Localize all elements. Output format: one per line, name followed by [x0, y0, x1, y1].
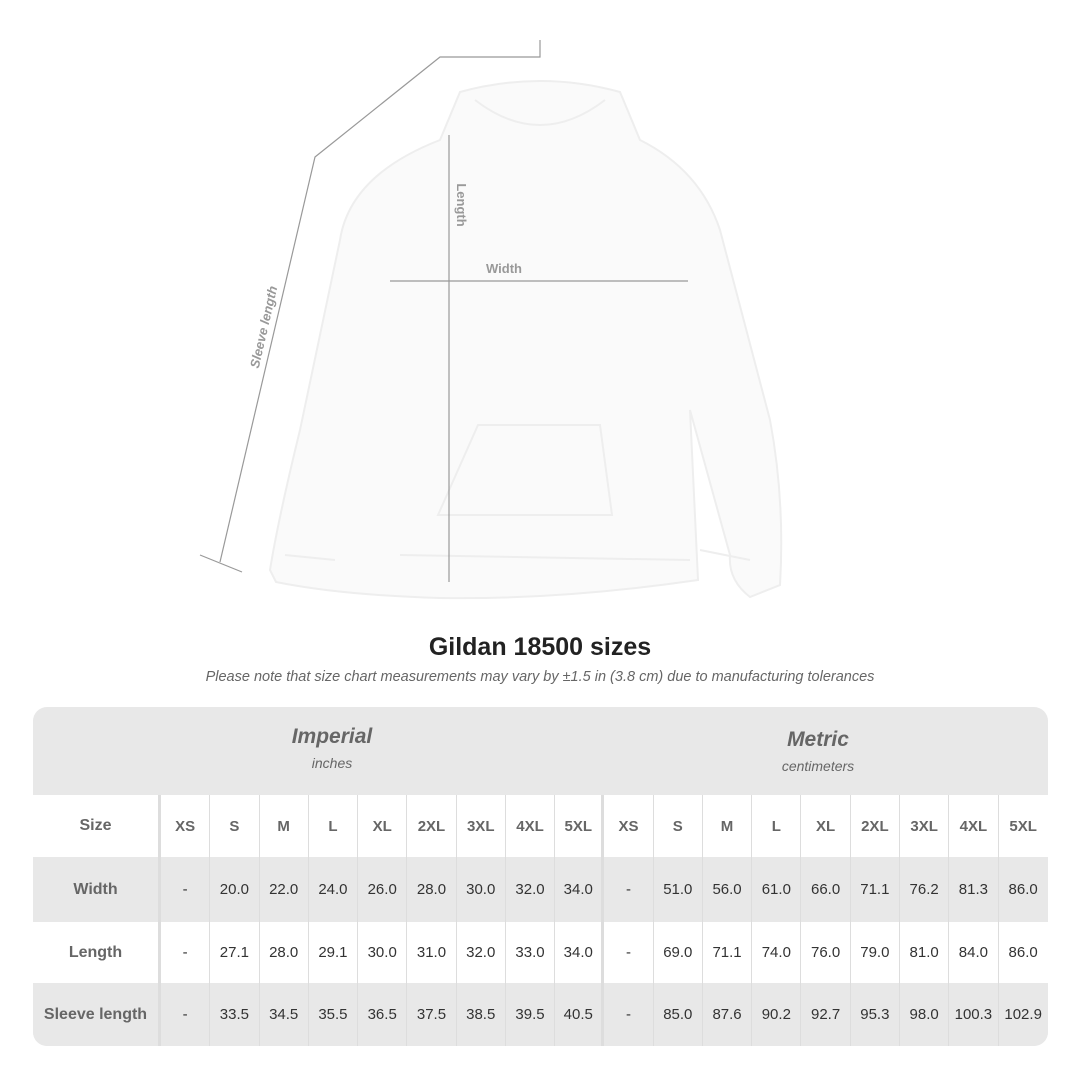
hoodie-image: [268, 80, 783, 600]
size-header-cell: XS: [161, 795, 211, 857]
table-row: Width -20.0 22.0 24.0 26.0 28.0 30.0 32.0 34.0-5…: [33, 857, 1048, 922]
imperial-value-cell: 28.0: [260, 922, 309, 983]
metric-value-cell: 61.0: [752, 857, 802, 922]
metric-value-cell: 76.2: [900, 857, 950, 922]
imperial-value-cell: 35.5: [309, 983, 359, 1046]
metric-value-cell: 86.0: [1008, 881, 1038, 898]
table-row: Sleeve length -33.5 34.5 35.5 36.5 37.5 38.5 39…: [33, 983, 1048, 1046]
size-header-cell: 5XL: [1009, 817, 1037, 835]
imperial-value-cell: 31.0: [407, 922, 457, 983]
metric-value-cell: 76.0: [801, 922, 851, 983]
metric-value-cell: 100.3: [949, 983, 999, 1046]
metric-value-cell: 71.1: [851, 857, 900, 922]
metric-value-cell: 81.0: [900, 922, 950, 983]
metric-title: Metric: [787, 728, 849, 751]
size-header-cell: XL: [358, 795, 408, 857]
metric-header: Metric centimeters: [668, 710, 968, 798]
imperial-header: Imperial inches: [194, 707, 470, 795]
size-header-cell: L: [752, 795, 802, 857]
imperial-value-cell: -: [161, 922, 211, 983]
imperial-value-cell: 34.0: [555, 922, 605, 983]
metric-value-cell: 56.0: [703, 857, 753, 922]
hoodie-diagram: Length Width Sleeve length: [199, 40, 783, 600]
metric-value-cell: 51.0: [654, 857, 703, 922]
tolerance-note: Please note that size chart measurements…: [205, 669, 875, 685]
width-label: Width: [486, 261, 522, 276]
size-header-cell: M: [703, 795, 753, 857]
metric-value-cell: -: [604, 922, 654, 983]
size-header-cell: 2XL: [407, 795, 457, 857]
imperial-unit: inches: [311, 755, 353, 771]
length-label: Length: [454, 183, 469, 226]
metric-value-cell: -: [604, 857, 654, 922]
size-header-cell: XL: [801, 795, 851, 857]
metric-value-cell: 79.0: [851, 922, 900, 983]
metric-value-cell: 90.2: [752, 983, 802, 1046]
imperial-value-cell: 20.0: [210, 857, 260, 922]
metric-value-cell: 95.3: [851, 983, 900, 1046]
metric-value-cell: 71.1: [703, 922, 753, 983]
size-header-cell: 4XL: [949, 795, 999, 857]
imperial-value-cell: 33.5: [210, 983, 260, 1046]
metric-value-cell: 84.0: [949, 922, 999, 983]
imperial-value-cell: 38.5: [457, 983, 506, 1046]
imperial-value-cell: 24.0: [309, 857, 359, 922]
row-label: Size: [33, 795, 161, 857]
size-header-cell: 3XL: [900, 795, 950, 857]
imperial-value-cell: 27.1: [210, 922, 260, 983]
imperial-value-cell: 30.0: [358, 922, 408, 983]
metric-value-cell: -: [604, 983, 654, 1046]
page-title: Gildan 18500 sizes: [428, 633, 652, 661]
imperial-value-cell: -: [161, 983, 211, 1046]
row-label: Length: [33, 922, 161, 983]
imperial-value-cell: 32.0: [457, 922, 506, 983]
measurement-lines: [199, 40, 688, 582]
imperial-value-cell: 29.1: [309, 922, 359, 983]
imperial-value-cell: 34.0: [555, 857, 605, 922]
imperial-value-cell: -: [161, 857, 211, 922]
metric-value-cell: 66.0: [801, 857, 851, 922]
metric-value-cell: 85.0: [654, 983, 703, 1046]
metric-value-cell: 74.0: [752, 922, 802, 983]
imperial-value-cell: 40.5: [555, 983, 605, 1046]
metric-value-cell: 87.6: [703, 983, 753, 1046]
imperial-value-cell: 37.5: [407, 983, 457, 1046]
size-header-row: Size XS S M L XL 2XL 3XL 4XL 5XL XS S M L XL 2XL 3XL 4XL 5…: [33, 795, 1048, 857]
metric-value-cell: 69.0: [654, 922, 703, 983]
imperial-value-cell: 28.0: [407, 857, 457, 922]
metric-unit: centimeters: [781, 758, 855, 774]
imperial-title: Imperial: [291, 725, 373, 748]
imperial-value-cell: 36.5: [358, 983, 408, 1046]
imperial-value-cell: 34.5: [260, 983, 309, 1046]
size-header-cell: S: [210, 795, 260, 857]
table-row: Length -27.1 28.0 29.1 30.0 31.0 32.0 33.0 34.0-…: [33, 922, 1048, 983]
metric-value-cell: 92.7: [801, 983, 851, 1046]
size-header-cell: L: [309, 795, 359, 857]
imperial-value-cell: 22.0: [260, 857, 309, 922]
size-header-cell: 4XL: [506, 795, 556, 857]
size-header-cell: M: [260, 795, 309, 857]
row-label: Sleeve length: [33, 983, 161, 1046]
metric-value-cell: 86.0: [1008, 944, 1038, 961]
imperial-value-cell: 26.0: [358, 857, 408, 922]
size-header-cell: XS: [604, 795, 654, 857]
imperial-value-cell: 39.5: [506, 983, 556, 1046]
size-header-cell: 5XL: [555, 795, 605, 857]
imperial-value-cell: 33.0: [506, 922, 556, 983]
size-header-cell: 3XL: [457, 795, 506, 857]
metric-value-cell: 81.3: [949, 857, 999, 922]
imperial-value-cell: 30.0: [457, 857, 506, 922]
size-table: Imperial inches Metric centimeters Size X…: [33, 707, 1048, 1046]
metric-value-cell: 102.9: [1004, 1006, 1042, 1023]
metric-value-cell: 98.0: [900, 983, 950, 1046]
size-header-cell: S: [654, 795, 703, 857]
imperial-value-cell: 32.0: [506, 857, 556, 922]
row-label: Width: [33, 857, 161, 922]
size-header-cell: 2XL: [851, 795, 900, 857]
